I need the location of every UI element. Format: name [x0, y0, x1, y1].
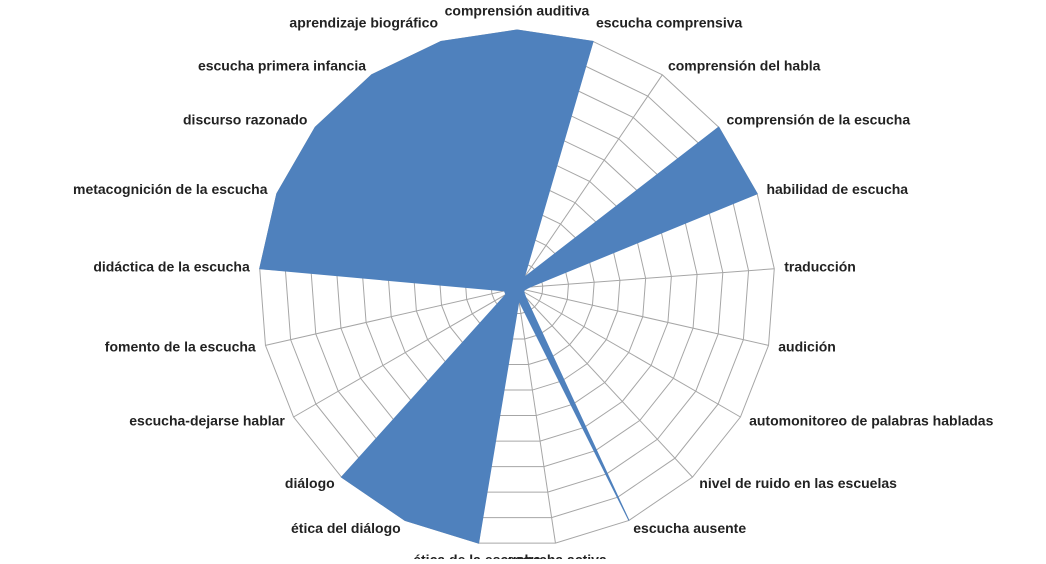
category-label: ética de la escucha — [413, 552, 541, 559]
category-label: comprensión del habla — [668, 57, 821, 73]
category-label: ética del diálogo — [291, 520, 401, 536]
category-label: discurso razonado — [183, 112, 307, 128]
spoke — [516, 287, 693, 478]
spoke — [516, 287, 769, 346]
radar-area — [259, 29, 758, 544]
category-label: metacognición de la escucha — [73, 181, 268, 197]
spoke — [265, 287, 518, 346]
spoke — [516, 268, 775, 289]
spoke — [516, 287, 556, 544]
category-label: traducción — [784, 259, 856, 275]
spoke — [516, 74, 663, 289]
category-label: habilidad de escucha — [766, 181, 908, 197]
category-label: comprensión auditiva — [445, 3, 590, 19]
category-label: escucha ausente — [633, 520, 746, 536]
spoke — [293, 287, 518, 418]
category-label: nivel de ruido en las escuelas — [699, 475, 897, 491]
category-label: didáctica de la escucha — [93, 259, 250, 275]
category-label: comprensión de la escucha — [727, 112, 911, 128]
category-label: escucha primera infancia — [198, 57, 366, 73]
category-label: audición — [778, 338, 836, 354]
category-label: diálogo — [285, 475, 335, 491]
category-label: fomento de la escucha — [105, 338, 256, 354]
category-label: automonitoreo de palabras habladas — [749, 413, 993, 429]
category-label: escucha-dejarse hablar — [129, 413, 285, 429]
spoke — [516, 287, 741, 418]
category-label: aprendizaje biográfico — [289, 15, 438, 31]
category-label: escucha comprensiva — [596, 15, 743, 31]
